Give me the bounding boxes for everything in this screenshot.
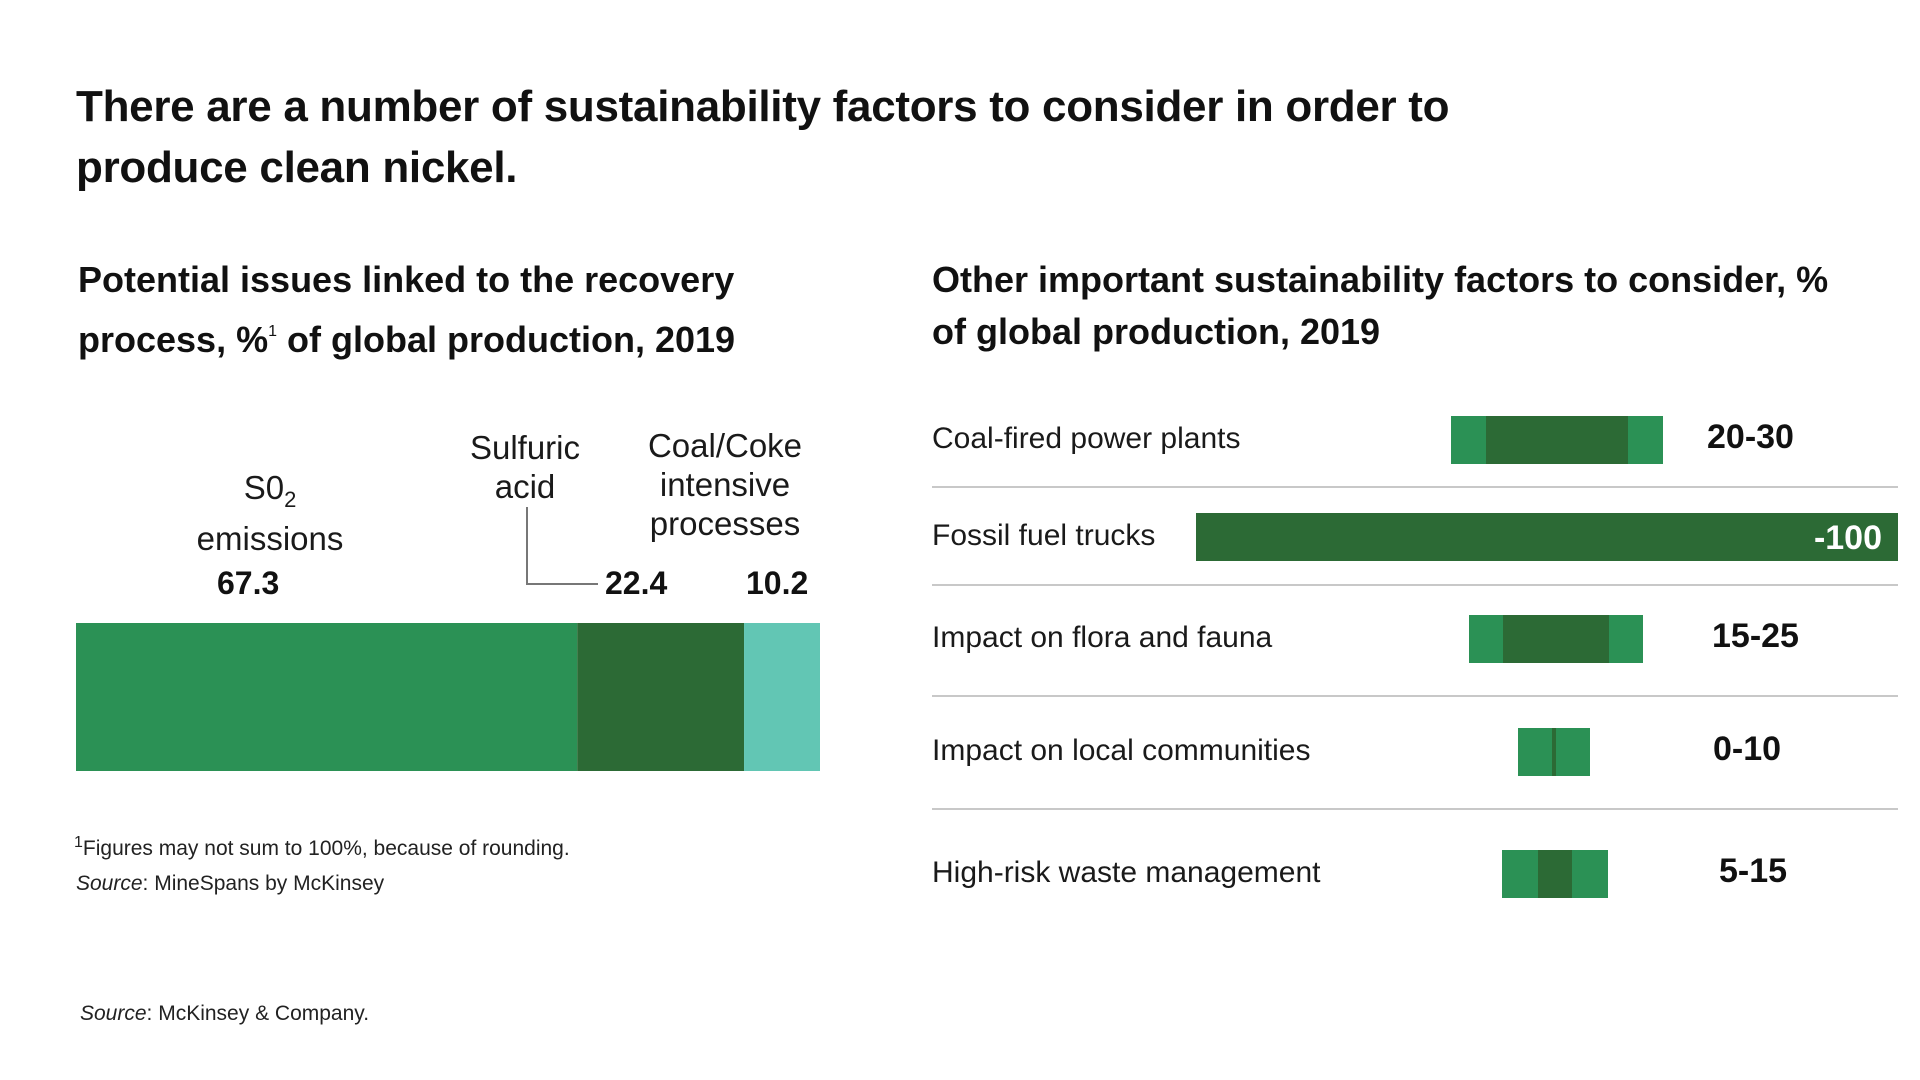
row-divider — [932, 695, 1898, 697]
range-value-label-coal-fired-power-plants: 20-30 — [1707, 418, 1794, 456]
range-bar-fossil-fuel-trucks: -100 — [1196, 513, 1898, 561]
range-bar-high-risk-waste-management — [1502, 850, 1608, 898]
sulfuric-label-line1: Sulfuric — [469, 429, 581, 466]
row-label-coal-fired-power-plants: Coal-fired power plants — [932, 422, 1241, 455]
row-label-high-risk-waste-management: High-risk waste management — [932, 856, 1321, 889]
bottom-source-label: Source — [80, 1002, 147, 1025]
row-label-impact-on-local-communities: Impact on local communities — [932, 734, 1311, 767]
range-bar-impact-on-flora-and-fauna — [1469, 615, 1643, 663]
footnote-marker: 1 — [74, 834, 83, 851]
row-divider — [932, 486, 1898, 488]
range-value-label-impact-on-local-communities: 0-10 — [1713, 730, 1782, 768]
left-source-text: : MineSpans by McKinsey — [142, 872, 385, 895]
coal-label-line1: Coal/Coke — [647, 427, 803, 464]
range-high-shoulder — [1628, 416, 1663, 464]
left-chart-title: Potential issues linked to the recovery … — [78, 254, 878, 366]
so2-segment-label: S02 emissions — [160, 468, 380, 558]
range-core — [1486, 416, 1628, 464]
range-low-shoulder — [1502, 850, 1538, 898]
range-low-shoulder — [1518, 728, 1552, 776]
coal-segment-bar — [744, 623, 820, 771]
row-divider — [932, 808, 1898, 810]
right-chart-title: Other important sustainability factors t… — [932, 259, 1829, 352]
row-divider — [932, 584, 1898, 586]
range-low-shoulder — [1451, 416, 1486, 464]
range-core — [1538, 850, 1572, 898]
range-bar-fill — [1196, 513, 1898, 561]
left-chart-title-footnote-marker: 1 — [268, 323, 277, 340]
so2-label-line2: emissions — [196, 520, 344, 557]
range-high-shoulder — [1609, 615, 1643, 663]
so2-value-label: 67.3 — [217, 565, 280, 601]
range-bar-impact-on-local-communities — [1518, 728, 1590, 776]
stacked-bar-chart — [76, 623, 820, 771]
row-label-fossil-fuel-trucks: Fossil fuel trucks — [932, 519, 1156, 552]
range-low-shoulder — [1469, 615, 1503, 663]
left-chart-title-end: of global production, 2019 — [277, 319, 736, 360]
page-title: There are a number of sustainability fac… — [76, 82, 1450, 192]
sulfuric-value-label: 22.4 — [605, 565, 668, 601]
footnote: 1Figures may not sum to 100%, because of… — [74, 834, 570, 861]
sulfuric-label-line2: acid — [494, 468, 556, 505]
footnote-text: Figures may not sum to 100%, because of … — [82, 837, 570, 860]
range-value-label: -100 — [1814, 519, 1882, 557]
coal-label-line2: intensive — [659, 466, 791, 503]
sulfuric-segment-bar — [577, 623, 745, 771]
bottom-source: Source: McKinsey & Company. — [80, 1002, 369, 1026]
coal-label-line3: processes — [649, 505, 801, 542]
row-label-impact-on-flora-and-fauna: Impact on flora and fauna — [932, 621, 1273, 654]
range-value-label-high-risk-waste-management: 5-15 — [1719, 852, 1788, 890]
range-core — [1552, 728, 1556, 776]
coal-segment-label: Coal/Coke intensive processes — [615, 426, 835, 543]
range-bar-coal-fired-power-plants — [1451, 416, 1663, 464]
range-high-shoulder — [1556, 728, 1590, 776]
left-source: Source: MineSpans by McKinsey — [76, 872, 384, 896]
range-core — [1503, 615, 1609, 663]
left-source-label: Source — [76, 872, 143, 895]
sulfuric-segment-label: Sulfuric acid — [440, 428, 610, 506]
so2-segment-bar — [76, 623, 578, 771]
range-high-shoulder — [1572, 850, 1608, 898]
range-value-label-impact-on-flora-and-fauna: 15-25 — [1712, 617, 1799, 655]
left-chart-title-main: Potential issues linked to the recovery … — [78, 259, 735, 360]
sulfuric-leader-line — [526, 507, 598, 585]
so2-label-subscript: 2 — [284, 487, 297, 512]
coal-value-label: 10.2 — [746, 565, 809, 601]
so2-label-main: S0 — [243, 469, 285, 506]
bottom-source-text: : McKinsey & Company. — [146, 1002, 370, 1025]
